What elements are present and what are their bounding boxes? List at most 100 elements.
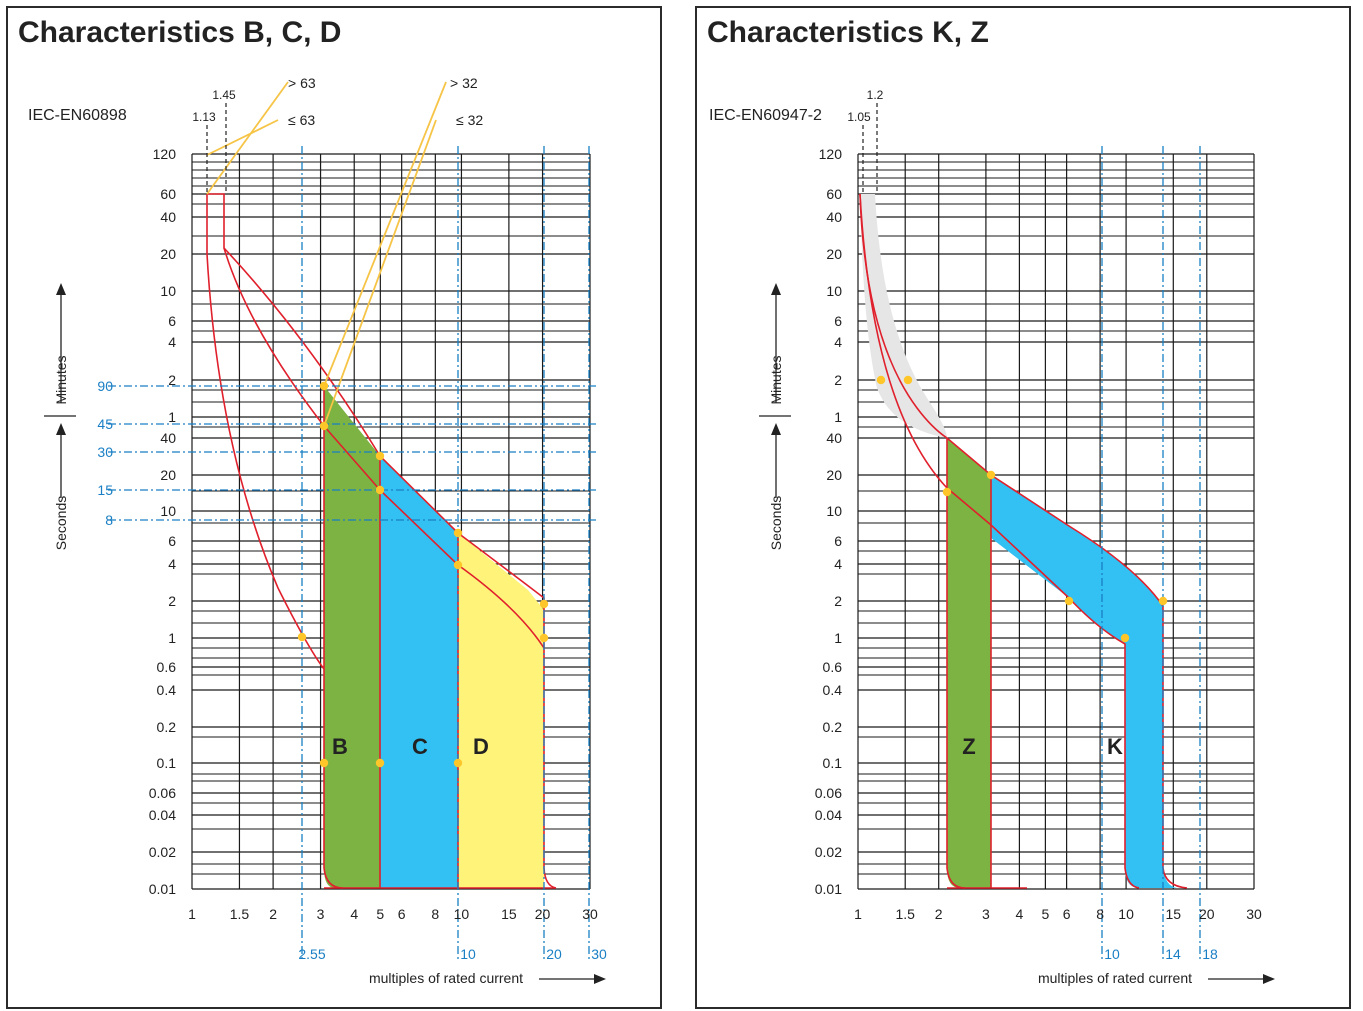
trip-point (319, 758, 329, 768)
y-tick-label: 0.1 (823, 755, 843, 771)
top-marker-label: 1.05 (847, 110, 871, 124)
y-tick-label: 0.4 (157, 682, 177, 698)
chart-panel-kz: Characteristics K, Z 1.05 1.2 120 60 40 20 10 6… (695, 6, 1351, 1009)
arrow-up-icon (771, 423, 781, 435)
y-tick-label: 4 (168, 556, 176, 572)
y-tick-label: 120 (819, 146, 843, 162)
y-tick-label: 10 (826, 503, 842, 519)
current-rating-line (323, 81, 447, 387)
trip-point (375, 758, 385, 768)
y-tick-label: 0.04 (815, 807, 842, 823)
y-tick-label: 40 (160, 209, 176, 225)
trip-point (453, 758, 463, 768)
y-axis-label-lower: Seconds (768, 496, 784, 550)
x-axis-label: multiples of rated current (369, 970, 523, 986)
x-tick-label: 15 (501, 906, 517, 922)
y-tick-label: 6 (834, 533, 842, 549)
y-tick-label: 0.1 (157, 755, 177, 771)
y-tick-label: 40 (160, 430, 176, 446)
y-tick-label: 4 (168, 334, 176, 350)
trip-point (453, 528, 463, 538)
trip-point (375, 485, 385, 495)
current-rating-line (206, 81, 289, 195)
y-marker-label: 90 (97, 378, 113, 394)
y-tick-label: 20 (826, 467, 842, 483)
region-d-fill (458, 533, 544, 888)
x-tick-label: 4 (1016, 906, 1024, 922)
y-tick-label: 0.6 (823, 659, 843, 675)
current-rating-label: > 32 (450, 75, 478, 91)
y-tick-label: 2 (168, 593, 176, 609)
top-marker-label: 1.2 (867, 88, 884, 102)
region-label: C (412, 734, 428, 759)
region-b-fill (324, 386, 380, 888)
x-tick-label: 1 (188, 906, 196, 922)
x-tick-label: 30 (582, 906, 598, 922)
x-marker-label: 18 (1202, 946, 1218, 962)
region-label: D (473, 734, 489, 759)
x-marker-label: 10 (460, 946, 476, 962)
arrow-up-icon (771, 283, 781, 295)
y-tick-label: 60 (826, 186, 842, 202)
region-k-fill (991, 475, 1177, 888)
x-tick-label: 5 (376, 906, 384, 922)
x-tick-label: 1 (854, 906, 862, 922)
y-marker-label: 30 (97, 444, 113, 460)
x-tick-label: 2 (935, 906, 943, 922)
y-tick-label: 0.6 (157, 659, 177, 675)
x-tick-label: 3 (317, 906, 325, 922)
y-tick-label: 60 (160, 186, 176, 202)
y-tick-label: 20 (160, 246, 176, 262)
trip-point (539, 633, 549, 643)
arrow-up-icon (56, 423, 66, 435)
y-tick-label: 0.02 (149, 844, 176, 860)
y-tick-label: 0.06 (149, 785, 176, 801)
y-tick-label: 0.2 (157, 719, 177, 735)
trip-point (539, 599, 549, 609)
trip-point (903, 375, 913, 385)
y-tick-label: 40 (826, 430, 842, 446)
y-marker-label: 8 (105, 512, 113, 528)
arrow-up-icon (56, 283, 66, 295)
y-tick-label: 1 (168, 409, 176, 425)
tripping-curve-chart-bcd: 1.131.4512060402010642140201064210.60.40… (28, 75, 607, 986)
current-rating-line (206, 119, 279, 156)
standard-label: IEC-EN60898 (28, 107, 127, 124)
y-marker-label: 45 (97, 416, 113, 432)
trip-point (986, 470, 996, 480)
y-tick-label: 4 (834, 334, 842, 350)
y-tick-label: 1 (834, 630, 842, 646)
trip-point (1120, 633, 1130, 643)
y-tick-label: 2 (834, 593, 842, 609)
standard-label: IEC-EN60947-2 (709, 107, 822, 124)
arrow-right-icon (1263, 974, 1275, 984)
x-tick-label: 6 (1063, 906, 1071, 922)
trip-point (319, 421, 329, 431)
trip-point (1064, 596, 1074, 606)
trip-point (319, 381, 329, 391)
chart-title: Characteristics K, Z (707, 16, 989, 49)
x-tick-label: 10 (454, 906, 470, 922)
region-label: K (1107, 734, 1123, 759)
tripping-curve-chart-kz: 1.051.212060402010642140201064210.60.40.… (709, 88, 1275, 986)
current-rating-label: ≤ 63 (288, 112, 315, 128)
x-marker-label: 20 (546, 946, 562, 962)
y-tick-label: 0.06 (815, 785, 842, 801)
y-tick-label: 6 (168, 533, 176, 549)
y-tick-label: 20 (826, 246, 842, 262)
x-tick-label: 15 (1166, 906, 1182, 922)
x-tick-label: 4 (350, 906, 358, 922)
x-tick-label: 5 (1041, 906, 1049, 922)
x-tick-label: 2 (269, 906, 277, 922)
y-tick-label: 20 (160, 467, 176, 483)
region-c-fill (380, 456, 458, 888)
x-tick-label: 8 (431, 906, 439, 922)
y-tick-label: 0.4 (823, 682, 843, 698)
y-tick-label: 10 (160, 503, 176, 519)
trip-point (942, 487, 952, 497)
current-rating-label: ≤ 32 (456, 112, 483, 128)
y-axis-label-lower: Seconds (53, 496, 69, 550)
y-tick-label: 6 (834, 313, 842, 329)
x-marker-label: 30 (591, 946, 607, 962)
x-marker-label: 14 (1165, 946, 1181, 962)
